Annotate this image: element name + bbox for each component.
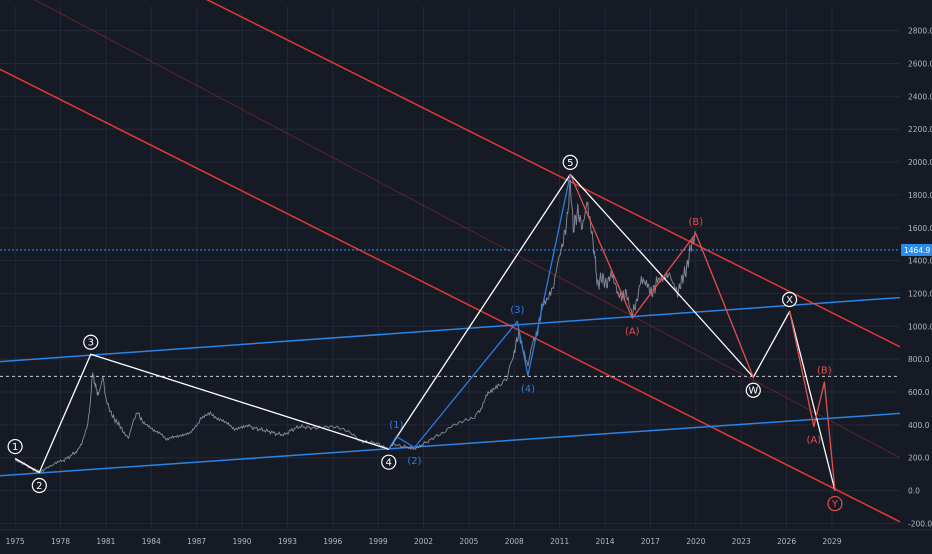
x-tick-label: 2020 bbox=[686, 537, 705, 546]
wave-label: 4 bbox=[381, 454, 397, 470]
wave-label-text: X bbox=[786, 295, 793, 306]
x-tick-label: 2026 bbox=[777, 537, 796, 546]
current-price-tag bbox=[901, 243, 932, 256]
x-tick-label: 2005 bbox=[459, 537, 478, 546]
channel-line-3 bbox=[0, 296, 900, 363]
channel-line-1 bbox=[0, 68, 900, 523]
wave-label-text: W bbox=[748, 386, 758, 397]
y-tick-label: 2000.0 bbox=[908, 158, 932, 167]
reference-lines bbox=[0, 249, 900, 377]
wave-label-text: (3) bbox=[510, 305, 524, 316]
y-axis-panel bbox=[900, 0, 932, 550]
wave-label: X bbox=[781, 291, 798, 308]
wave-label: (2) bbox=[407, 456, 421, 467]
x-tick-label: 1984 bbox=[142, 537, 161, 546]
wave-label: Y bbox=[827, 495, 843, 512]
y-tick-label: 1000.0 bbox=[908, 322, 932, 331]
wave-label-text: Y bbox=[831, 499, 839, 510]
gold-price-line bbox=[14, 179, 697, 474]
x-tick-label: 2014 bbox=[595, 537, 614, 546]
x-tick-label: 1999 bbox=[369, 537, 388, 546]
wave-label: 5 bbox=[562, 154, 578, 170]
wave-label-text: 1 bbox=[12, 442, 18, 453]
wave-label-circle bbox=[83, 334, 99, 350]
wave-label: 1 bbox=[7, 438, 23, 455]
channel-line-0 bbox=[206, 0, 900, 348]
wave-label-circle bbox=[562, 154, 578, 170]
x-tick-label: 1978 bbox=[51, 537, 70, 546]
wave-series-1 bbox=[388, 174, 571, 450]
wave-series-0 bbox=[14, 173, 836, 491]
wave-series-2 bbox=[569, 174, 754, 378]
wave-label: (4) bbox=[521, 384, 535, 395]
wave-labels: 1 2 3 4 5 (1) (2) (3) (4) (A) (B) W X (A) (B) Y bbox=[7, 154, 843, 512]
wave-label-text: 5 bbox=[567, 158, 573, 169]
x-axis-panel bbox=[0, 530, 932, 550]
y-tick-label: 200.0 bbox=[908, 454, 930, 463]
wave-lines bbox=[14, 173, 836, 491]
wave-label-text: (B) bbox=[688, 217, 703, 228]
channel-lines bbox=[0, 0, 900, 523]
y-tick-label: 2400.0 bbox=[908, 92, 932, 101]
wave-label-text: 2 bbox=[36, 481, 42, 492]
x-tick-label: 1996 bbox=[323, 537, 342, 546]
y-tick-label: 0.0 bbox=[908, 487, 920, 496]
y-tick-label: 2800.0 bbox=[908, 27, 932, 36]
y-tick-label: 600.0 bbox=[908, 388, 930, 397]
current-price-label: 1464.9 bbox=[904, 246, 930, 255]
wave-label-text: (4) bbox=[521, 384, 535, 395]
y-tick-label: 2600.0 bbox=[908, 59, 932, 68]
x-tick-label: 1993 bbox=[278, 537, 297, 546]
x-tick-label: 2008 bbox=[505, 537, 524, 546]
y-tick-label: 1800.0 bbox=[908, 191, 932, 200]
channel-line-2 bbox=[34, 0, 900, 459]
y-tick-label: -200.0 bbox=[908, 519, 932, 528]
wave-label-circle bbox=[745, 382, 761, 398]
wave-label: W bbox=[745, 382, 761, 398]
x-tick-label: 2029 bbox=[822, 537, 841, 546]
wave-label: (A) bbox=[806, 435, 821, 446]
x-tick-label: 2002 bbox=[414, 537, 433, 546]
y-tick-label: 400.0 bbox=[908, 421, 930, 430]
x-tick-label: 1981 bbox=[96, 537, 115, 546]
wave-label-circle bbox=[381, 454, 397, 470]
wave-label-circle bbox=[7, 438, 23, 455]
wave-label-circle bbox=[781, 291, 798, 308]
wave-label: (B) bbox=[688, 217, 703, 228]
wave-label: (B) bbox=[817, 366, 832, 377]
x-tick-label: 1990 bbox=[232, 537, 251, 546]
wave-series-3 bbox=[788, 311, 836, 491]
wave-label: 2 bbox=[31, 477, 47, 494]
wave-label: (A) bbox=[625, 327, 640, 338]
y-tick-label: 800.0 bbox=[908, 355, 930, 364]
wave-label-text: (A) bbox=[625, 327, 640, 338]
x-tick-label: 2023 bbox=[732, 537, 751, 546]
x-tick-label: 2017 bbox=[641, 537, 660, 546]
grid bbox=[0, 6, 900, 530]
wave-label: (3) bbox=[510, 305, 524, 316]
wave-label: 3 bbox=[83, 334, 99, 350]
wave-label-text: 3 bbox=[88, 338, 94, 349]
wave-label-text: (1) bbox=[389, 420, 403, 431]
x-tick-label: 1987 bbox=[187, 537, 206, 546]
wave-label: (1) bbox=[389, 420, 403, 431]
wave-label-text: 4 bbox=[386, 458, 392, 469]
y-tick-label: 1200.0 bbox=[908, 289, 932, 298]
x-tick-label: 2011 bbox=[550, 537, 569, 546]
wave-label-text: (2) bbox=[407, 456, 421, 467]
wave-label-circle bbox=[31, 477, 47, 494]
y-tick-label: 1600.0 bbox=[908, 224, 932, 233]
y-tick-label: 1400.0 bbox=[908, 257, 932, 266]
x-tick-label: 1975 bbox=[6, 537, 25, 546]
wave-label-text: (B) bbox=[817, 366, 832, 377]
y-tick-label: 2200.0 bbox=[908, 125, 932, 134]
wave-label-circle bbox=[827, 495, 843, 512]
wave-label-text: (A) bbox=[806, 435, 821, 446]
channel-line-4 bbox=[0, 412, 900, 477]
price-series bbox=[14, 179, 697, 474]
